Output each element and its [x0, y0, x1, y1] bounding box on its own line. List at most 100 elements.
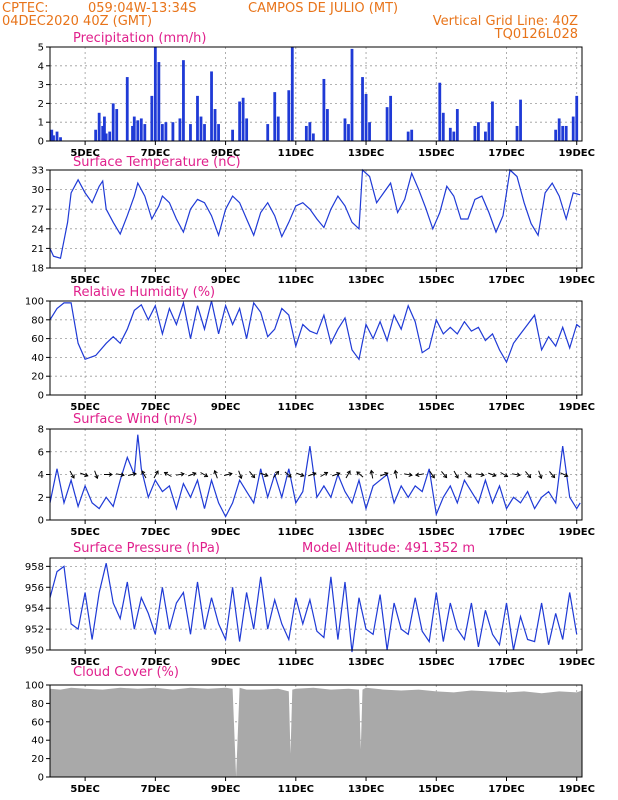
precip-bar — [196, 95, 199, 141]
x-tick-label: 19DEC — [559, 657, 595, 668]
y-tick-label: 2 — [38, 493, 44, 504]
precip-bar — [290, 47, 294, 141]
wind-arrow-shaft — [525, 471, 531, 478]
y-tick-label: 20 — [31, 754, 44, 765]
precip-bar — [441, 112, 445, 141]
x-tick-label: 15DEC — [418, 148, 454, 159]
wind-arrow — [308, 471, 317, 477]
wind-arrow-head — [287, 473, 292, 478]
wind-arrow-head — [300, 472, 305, 478]
precip-bar — [115, 109, 119, 141]
x-tick-label: 13DEC — [348, 275, 384, 286]
y-tick-label: 100 — [25, 297, 44, 308]
wind-arrow-head — [94, 474, 99, 480]
wind-arrow-head — [336, 471, 341, 477]
wind-arrow-shaft — [370, 470, 374, 479]
wind-arrow-head — [120, 472, 125, 477]
y-tick-label: 24 — [31, 224, 44, 235]
x-tick-label: 5DEC — [70, 402, 99, 413]
wind-arrow-shaft — [500, 472, 508, 477]
wind-arrow-head — [480, 472, 485, 477]
wind-arrow-shaft — [394, 470, 398, 479]
wind-arrow-head — [415, 472, 420, 477]
wind-arrow-head — [430, 474, 435, 479]
panel-pres: Surface Pressure (hPa) 950 952 954 956 958 5DE… — [25, 541, 595, 668]
wind-arrow-shaft — [511, 473, 521, 476]
y-tick-label: 30 — [31, 185, 44, 196]
x-tick-label: 15DEC — [418, 657, 454, 668]
precip-bar — [231, 129, 235, 141]
precip-bar — [55, 131, 59, 141]
y-tick-label: 954 — [25, 604, 44, 615]
precip-bar — [287, 90, 291, 141]
wind-arrow-head — [369, 469, 375, 474]
wind-arrow-head — [323, 471, 329, 476]
wind-arrow-head — [503, 473, 509, 478]
wind-arrow — [441, 471, 448, 479]
wind-arrow — [488, 472, 497, 478]
panel-frame-pres — [49, 557, 583, 651]
precip-bar — [199, 116, 203, 141]
precip-bar — [455, 109, 459, 141]
wind-arrow-head — [251, 474, 256, 479]
x-tick-label: 13DEC — [348, 402, 384, 413]
wind-arrow-shaft — [214, 470, 218, 479]
wind-arrow-shaft — [345, 470, 351, 479]
x-tick-label: 7DEC — [141, 148, 170, 159]
wind-arrow — [69, 470, 75, 479]
wind-arrow-head — [213, 469, 218, 475]
y-tick-label: 0 — [38, 391, 44, 402]
wind-arrow-head — [228, 471, 233, 477]
header-model-id: TQ0126L028 — [494, 27, 578, 42]
precip-bar — [350, 48, 354, 141]
wind-arrow — [260, 472, 269, 478]
y-tick-label: 0 — [38, 516, 44, 527]
panel-frame-temp — [49, 169, 583, 269]
wind-arrow — [560, 472, 569, 478]
wind-arrow-shaft — [80, 472, 88, 477]
wind-arrow-head — [70, 474, 75, 479]
wind-arrow-head — [84, 472, 89, 478]
wind-arrow — [188, 471, 197, 477]
x-tick-label: 7DEC — [141, 275, 170, 286]
y-tick-label: 2 — [38, 99, 44, 110]
y-tick-label: 27 — [31, 205, 44, 216]
panel-title-wind: Surface Wind (m/s) — [73, 412, 197, 427]
x-tick-label: 17DEC — [488, 275, 524, 286]
wind-arrow-head — [346, 470, 351, 475]
precip-bar — [448, 127, 452, 141]
precip-bar — [406, 131, 410, 141]
wind-arrow — [464, 471, 472, 478]
wind-arrow — [429, 470, 435, 479]
x-tick-label: 13DEC — [348, 148, 384, 159]
precip-bar — [59, 137, 62, 141]
precip-bar — [131, 125, 134, 141]
wind-arrow-shaft — [69, 470, 75, 479]
precip-bar — [104, 133, 108, 141]
wind-arrow-shaft — [320, 472, 328, 477]
wind-arrow-shaft — [249, 471, 255, 478]
x-tick-label: 9DEC — [211, 148, 240, 159]
precip-bar — [347, 124, 350, 141]
wind-arrow-shaft — [549, 471, 555, 478]
x-tick-label: 9DEC — [211, 402, 240, 413]
x-tick-label: 11DEC — [278, 148, 314, 159]
wind-arrow-head — [384, 471, 389, 477]
panel-title-temp: Surface Temperature (nC) — [73, 155, 241, 170]
y-tick-label: 952 — [25, 625, 44, 636]
wind-arrow — [224, 471, 233, 477]
header-run-date: 04DEC2020 40Z (GMT) — [2, 14, 152, 29]
x-tick-label: 7DEC — [141, 657, 170, 668]
wind-series-line — [49, 434, 581, 518]
temp-series-line — [49, 168, 581, 259]
precip-bar — [101, 125, 105, 141]
panel-rh: Relative Humidity (%) 0 20 40 60 80 100 5DEC 7DE… — [25, 285, 595, 413]
wind-arrow-head — [538, 474, 543, 480]
x-tick-label: 7DEC — [141, 402, 170, 413]
x-tick-label: 7DEC — [141, 784, 170, 795]
wind-arrow — [415, 472, 425, 477]
x-tick-label: 5DEC — [70, 275, 99, 286]
precip-bar — [238, 101, 242, 141]
panel-temp: Surface Temperature (nC) 18 21 24 27 30 33 5DEC… — [31, 155, 595, 286]
x-tick-label: 7DEC — [141, 527, 170, 538]
